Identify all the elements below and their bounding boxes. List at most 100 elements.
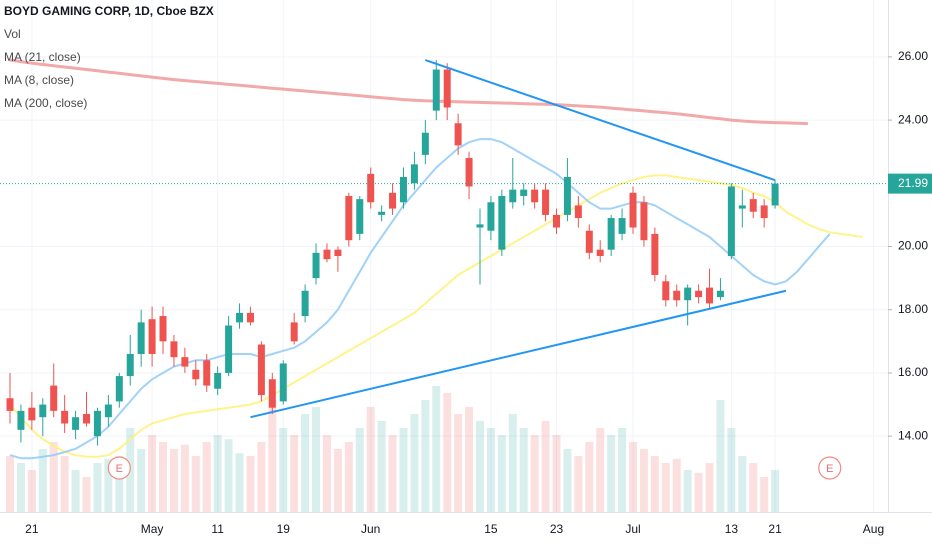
candle-body	[410, 164, 418, 184]
x-tick-label: Aug	[863, 522, 884, 536]
volume-bar	[388, 435, 397, 512]
candle-body	[563, 176, 571, 215]
candle-body	[181, 357, 189, 367]
candle-body	[716, 290, 724, 298]
volume-bar	[607, 435, 616, 512]
volume-bar	[771, 470, 780, 512]
candle-body	[618, 218, 626, 234]
y-tick-label: 14.00	[898, 428, 928, 442]
candle-body	[520, 189, 528, 196]
volume-bar	[224, 439, 233, 512]
volume-bar	[639, 449, 648, 512]
earnings-marker	[818, 456, 842, 480]
y-tick-label: 26.00	[898, 49, 928, 63]
candle-body	[662, 281, 670, 301]
y-tick-label: 24.00	[898, 112, 928, 126]
candle-body	[367, 173, 375, 203]
legend-entry: MA (8, close)	[4, 73, 74, 87]
x-tick-label: 21	[768, 522, 782, 536]
volume-bar	[355, 428, 364, 512]
volume-bar	[235, 453, 244, 512]
volume-bar	[443, 393, 452, 512]
candles	[6, 60, 779, 446]
volume-bar	[49, 442, 58, 512]
candle-body	[17, 410, 25, 430]
candle-body	[454, 123, 462, 146]
candle-body	[356, 199, 364, 234]
candle-body	[542, 189, 550, 215]
volume-bar	[71, 470, 80, 512]
volume-bar	[486, 428, 495, 512]
volume-bar	[585, 442, 594, 512]
trendline	[425, 59, 776, 182]
candle-body	[345, 195, 353, 241]
candle-body	[159, 316, 167, 342]
volume-bar	[148, 435, 157, 512]
candle-body	[28, 407, 36, 421]
x-tick-label: May	[141, 522, 164, 536]
volume-bar	[333, 449, 342, 512]
candle-body	[312, 252, 320, 279]
volume-bar	[618, 428, 627, 512]
candle-body	[61, 410, 69, 424]
x-tick-label: 11	[211, 522, 224, 536]
volume-bar	[497, 435, 506, 512]
volume-bar	[312, 407, 321, 512]
volume-bar	[268, 400, 277, 512]
x-tick-label: 23	[550, 522, 564, 536]
candle-body	[170, 341, 178, 358]
volume-bar	[257, 442, 266, 512]
candle-body	[126, 353, 134, 377]
last-price-label: 21.99	[898, 176, 928, 190]
candle-body	[236, 312, 244, 323]
candle-body	[509, 189, 517, 203]
candle-body	[629, 192, 637, 228]
candle-body	[203, 360, 211, 386]
volume-bar	[738, 456, 747, 512]
candle-body	[531, 189, 539, 203]
x-tick-label: Jun	[361, 522, 380, 536]
volume-bar	[366, 407, 375, 512]
volume-bar	[530, 435, 539, 512]
volume-bar	[27, 470, 36, 512]
volume-bar	[749, 463, 758, 512]
volume-bar	[760, 477, 769, 512]
candle-body	[334, 249, 342, 256]
candle-body	[596, 249, 604, 256]
volume-bar	[541, 421, 550, 512]
candle-body	[585, 230, 593, 253]
volume-bar	[202, 442, 211, 512]
volume-bar	[213, 435, 222, 512]
candle-body	[389, 192, 397, 209]
candle-body	[574, 205, 582, 219]
volume-bar	[115, 456, 124, 512]
candle-body	[378, 211, 386, 215]
x-tick-label: Jul	[625, 522, 640, 536]
candle-body	[39, 404, 47, 418]
volume-bar	[552, 435, 561, 512]
volume-bar	[279, 428, 288, 512]
volume-bar	[661, 463, 670, 512]
volume-bar	[377, 421, 386, 512]
candle-body	[487, 202, 495, 231]
candle-body	[421, 132, 429, 155]
trendline	[250, 289, 787, 419]
candle-body	[749, 199, 757, 212]
volume-bar	[191, 456, 200, 512]
candle-body	[651, 233, 659, 275]
candle-body	[673, 290, 681, 301]
candle-body	[225, 325, 233, 373]
y-tick-label: 16.00	[898, 365, 928, 379]
volume-bar	[38, 449, 47, 512]
candle-body	[738, 205, 746, 209]
volume-bar	[475, 421, 484, 512]
volume-bar	[60, 456, 69, 512]
volume-bar	[465, 407, 474, 512]
volume-bar	[716, 400, 725, 512]
candle-body	[727, 186, 735, 256]
candle-body	[476, 224, 484, 228]
volume-bar	[650, 456, 659, 512]
volume-bar	[16, 463, 25, 512]
volume-bar	[410, 414, 419, 512]
